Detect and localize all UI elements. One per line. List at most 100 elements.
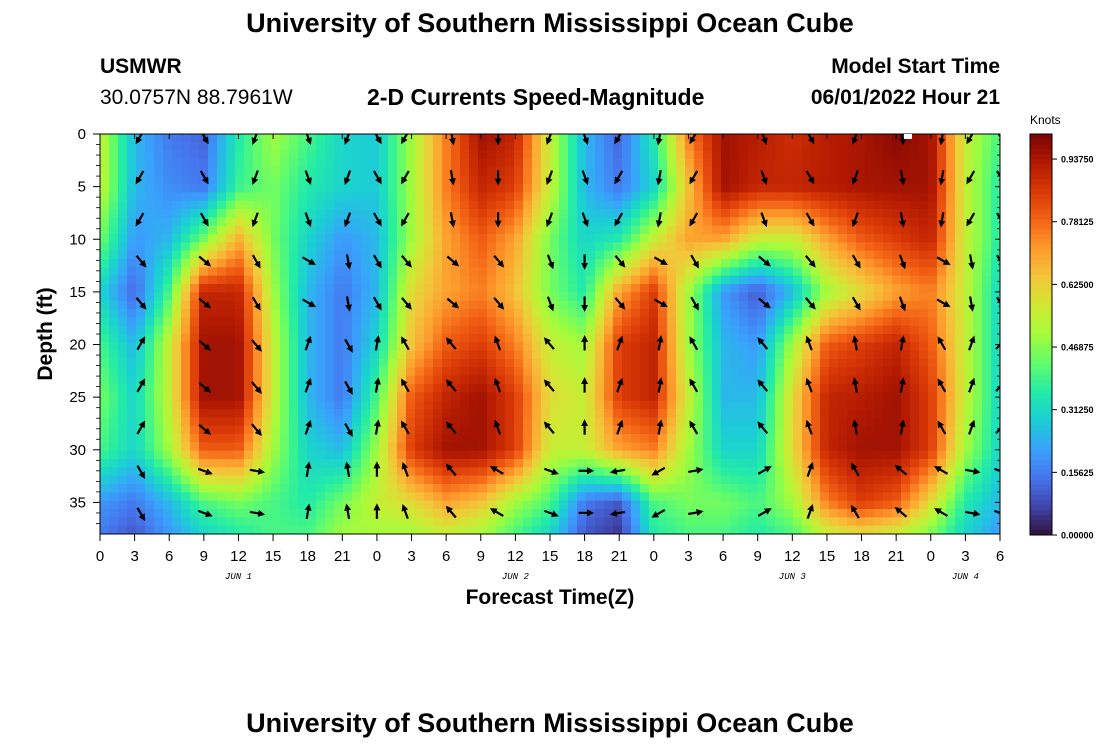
heatmap-cell <box>118 167 128 177</box>
current-arrow <box>546 296 555 312</box>
heatmap-cell <box>757 475 767 485</box>
heatmap-cell <box>802 484 812 493</box>
heatmap-cell <box>991 517 1000 527</box>
heatmap-cell <box>631 334 641 343</box>
heatmap-cell <box>244 367 254 377</box>
heatmap-cell <box>748 259 758 268</box>
heatmap-cell <box>631 475 641 485</box>
heatmap-cell <box>937 342 947 352</box>
heatmap-cell <box>451 384 461 393</box>
heatmap-cell <box>631 167 641 177</box>
heatmap-cell <box>694 475 704 485</box>
heatmap-cell <box>874 334 884 343</box>
heatmap-cell <box>757 525 767 534</box>
heatmap-cell <box>946 200 956 210</box>
heatmap-cell <box>154 400 164 410</box>
heatmap-cell <box>262 242 272 252</box>
heatmap-cell <box>676 417 686 427</box>
heatmap-cell <box>226 209 236 218</box>
heatmap-cell <box>325 200 335 210</box>
heatmap-cell <box>784 517 794 527</box>
heatmap-cell <box>352 259 362 268</box>
heatmap-cell <box>397 242 407 252</box>
heatmap-cell <box>505 442 515 452</box>
heatmap-cell <box>541 334 551 343</box>
heatmap-cell <box>289 517 299 527</box>
heatmap-cell <box>298 509 308 518</box>
current-arrow <box>689 170 699 185</box>
heatmap-cell <box>802 334 812 343</box>
heatmap-cell <box>676 175 686 185</box>
heatmap-cell <box>433 367 443 377</box>
heatmap-cell <box>829 517 839 527</box>
heatmap-cell <box>118 475 128 485</box>
heatmap-cell <box>208 250 218 260</box>
heatmap-cell <box>523 417 533 427</box>
heatmap-cell <box>622 334 632 343</box>
current-arrow <box>581 212 589 228</box>
heatmap-cell <box>586 259 596 268</box>
heatmap-cell <box>253 442 263 452</box>
heatmap-cell <box>469 292 479 302</box>
heatmap-cell <box>811 325 821 335</box>
heatmap-cell <box>649 417 659 427</box>
heatmap-cell <box>802 500 812 510</box>
heatmap-cell <box>892 159 902 168</box>
heatmap-cell <box>604 292 614 302</box>
heatmap-cell <box>721 434 731 443</box>
heatmap-cell <box>136 234 146 243</box>
heatmap-cell <box>667 484 677 493</box>
heatmap-cell <box>946 167 956 177</box>
heatmap-cell <box>361 325 371 335</box>
heatmap-cell <box>685 250 695 260</box>
heatmap-cell <box>982 142 992 152</box>
heatmap-cell <box>586 309 596 318</box>
heatmap-cell <box>856 359 866 368</box>
heatmap-cell <box>676 275 686 285</box>
heatmap-cell <box>811 409 821 418</box>
heatmap-cell <box>271 284 281 293</box>
heatmap-cell <box>928 492 938 502</box>
heatmap-cell <box>388 409 398 418</box>
heatmap-cell <box>919 242 929 252</box>
heatmap-cell <box>190 167 200 177</box>
heatmap-cell <box>793 459 803 468</box>
heatmap-cell <box>937 192 947 202</box>
heatmap-cell <box>883 250 893 260</box>
heatmap-cell <box>496 459 506 468</box>
heatmap-cell <box>946 450 956 460</box>
heatmap-cell <box>883 384 893 393</box>
heatmap-cell <box>514 459 524 468</box>
heatmap-cell <box>217 342 227 352</box>
heatmap-cell <box>847 467 857 477</box>
heatmap-cell <box>928 509 938 518</box>
heatmap-cell <box>640 267 650 277</box>
heatmap-cell <box>640 492 650 502</box>
heatmap-cell <box>154 384 164 393</box>
heatmap-cell <box>217 142 227 152</box>
heatmap-cell <box>235 467 245 477</box>
heatmap-cell <box>964 184 974 193</box>
heatmap-cell <box>532 492 542 502</box>
heatmap-cell <box>802 350 812 360</box>
heatmap-cell <box>352 209 362 218</box>
heatmap-cell <box>730 509 740 518</box>
heatmap-cell <box>460 434 470 443</box>
heatmap-cell <box>370 450 380 460</box>
heatmap-cell <box>406 234 416 243</box>
heatmap-cell <box>973 409 983 418</box>
heatmap-cell <box>505 159 515 168</box>
heatmap-cell <box>892 484 902 493</box>
heatmap-cell <box>433 150 443 160</box>
heatmap-cell <box>838 509 848 518</box>
heatmap-cell <box>622 492 632 502</box>
heatmap-cell <box>928 142 938 152</box>
heatmap-cell <box>172 292 182 302</box>
heatmap-cell <box>955 367 965 377</box>
heatmap-cell <box>109 400 119 410</box>
heatmap-cell <box>532 184 542 193</box>
heatmap-cell <box>334 142 344 152</box>
heatmap-cell <box>226 175 236 185</box>
heatmap-cell <box>163 242 173 252</box>
heatmap-cell <box>262 434 272 443</box>
